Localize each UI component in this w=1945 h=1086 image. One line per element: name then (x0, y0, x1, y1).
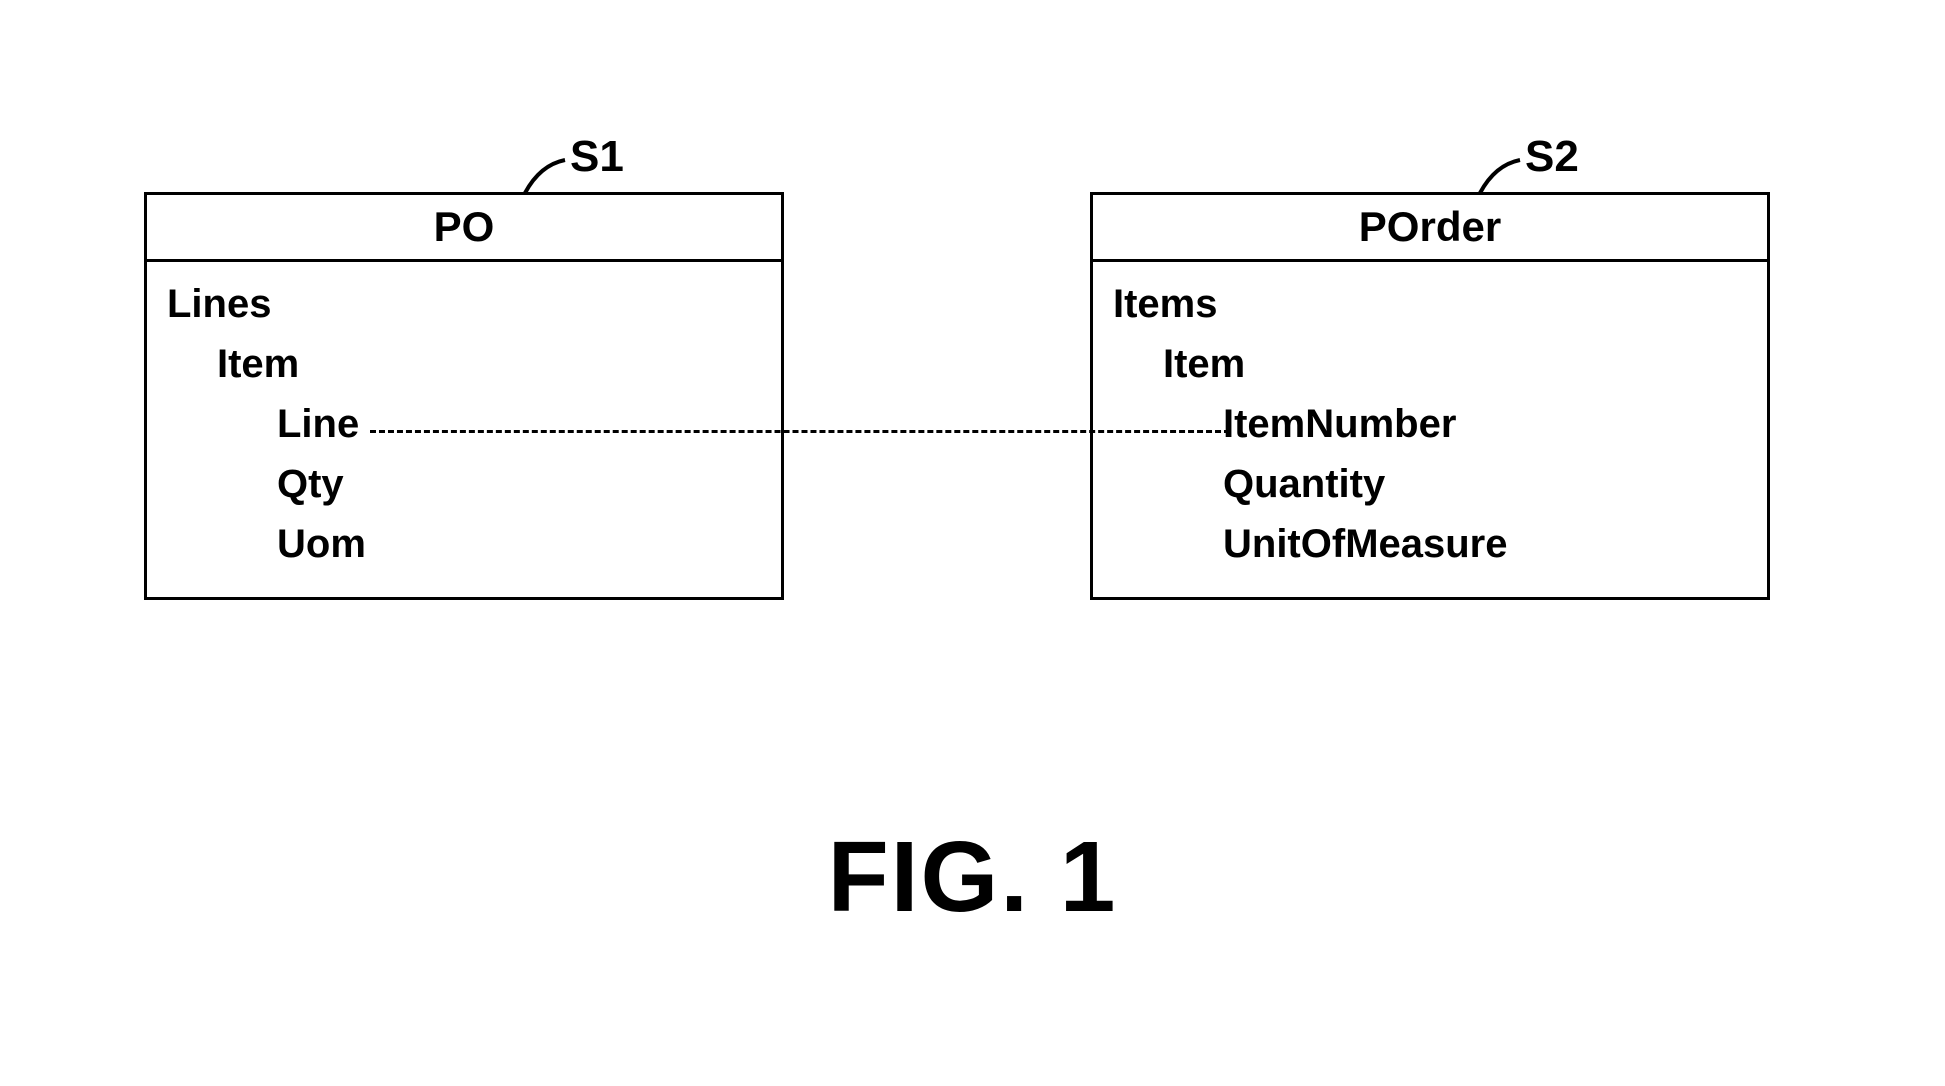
tree-item: Item (167, 334, 761, 394)
tree-item: Uom (167, 514, 761, 574)
schema-box-s2: POrder ItemsItemItemNumberQuantityUnitOf… (1090, 192, 1770, 600)
tree-item: ItemNumber (1113, 394, 1747, 454)
schema-header-s2: POrder (1093, 195, 1767, 262)
tree-item: Qty (167, 454, 761, 514)
schema-label-s2: S2 (1525, 132, 1579, 182)
tree-item: UnitOfMeasure (1113, 514, 1747, 574)
connector-line (370, 430, 1230, 433)
tree-item: Items (1113, 274, 1747, 334)
tree-item: Quantity (1113, 454, 1747, 514)
figure-caption: FIG. 1 (0, 820, 1945, 935)
schema-label-s1: S1 (570, 132, 624, 182)
schema-body-s1: LinesItemLineQtyUom (147, 262, 781, 586)
tree-item: Line (167, 394, 761, 454)
tree-item: Lines (167, 274, 761, 334)
schema-body-s2: ItemsItemItemNumberQuantityUnitOfMeasure (1093, 262, 1767, 586)
diagram-container: PO LinesItemLineQtyUom S1 POrder ItemsIt… (0, 0, 1945, 1086)
schema-box-s1: PO LinesItemLineQtyUom (144, 192, 784, 600)
tree-item: Item (1113, 334, 1747, 394)
schema-header-s1: PO (147, 195, 781, 262)
